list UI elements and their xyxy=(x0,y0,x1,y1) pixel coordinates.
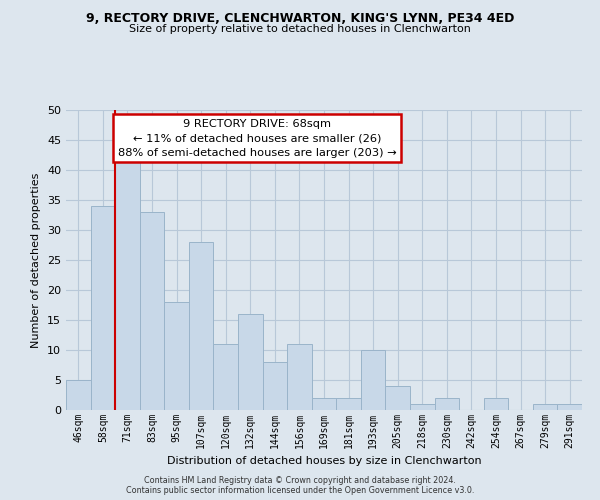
Bar xyxy=(336,398,361,410)
Bar xyxy=(312,398,336,410)
Bar xyxy=(484,398,508,410)
Bar xyxy=(557,404,582,410)
Bar xyxy=(66,380,91,410)
Bar xyxy=(361,350,385,410)
Text: Size of property relative to detached houses in Clenchwarton: Size of property relative to detached ho… xyxy=(129,24,471,34)
Text: 9, RECTORY DRIVE, CLENCHWARTON, KING'S LYNN, PE34 4ED: 9, RECTORY DRIVE, CLENCHWARTON, KING'S L… xyxy=(86,12,514,26)
Bar xyxy=(410,404,434,410)
Bar xyxy=(164,302,189,410)
Bar xyxy=(214,344,238,410)
Bar xyxy=(140,212,164,410)
Bar xyxy=(434,398,459,410)
Bar xyxy=(115,158,140,410)
Text: 9 RECTORY DRIVE: 68sqm
← 11% of detached houses are smaller (26)
88% of semi-det: 9 RECTORY DRIVE: 68sqm ← 11% of detached… xyxy=(118,119,396,158)
Y-axis label: Number of detached properties: Number of detached properties xyxy=(31,172,41,348)
Bar xyxy=(263,362,287,410)
Text: Contains public sector information licensed under the Open Government Licence v3: Contains public sector information licen… xyxy=(126,486,474,495)
Bar xyxy=(385,386,410,410)
Text: Contains HM Land Registry data © Crown copyright and database right 2024.: Contains HM Land Registry data © Crown c… xyxy=(144,476,456,485)
Bar xyxy=(189,242,214,410)
Bar xyxy=(533,404,557,410)
Bar xyxy=(91,206,115,410)
Bar xyxy=(287,344,312,410)
X-axis label: Distribution of detached houses by size in Clenchwarton: Distribution of detached houses by size … xyxy=(167,456,481,466)
Bar xyxy=(238,314,263,410)
